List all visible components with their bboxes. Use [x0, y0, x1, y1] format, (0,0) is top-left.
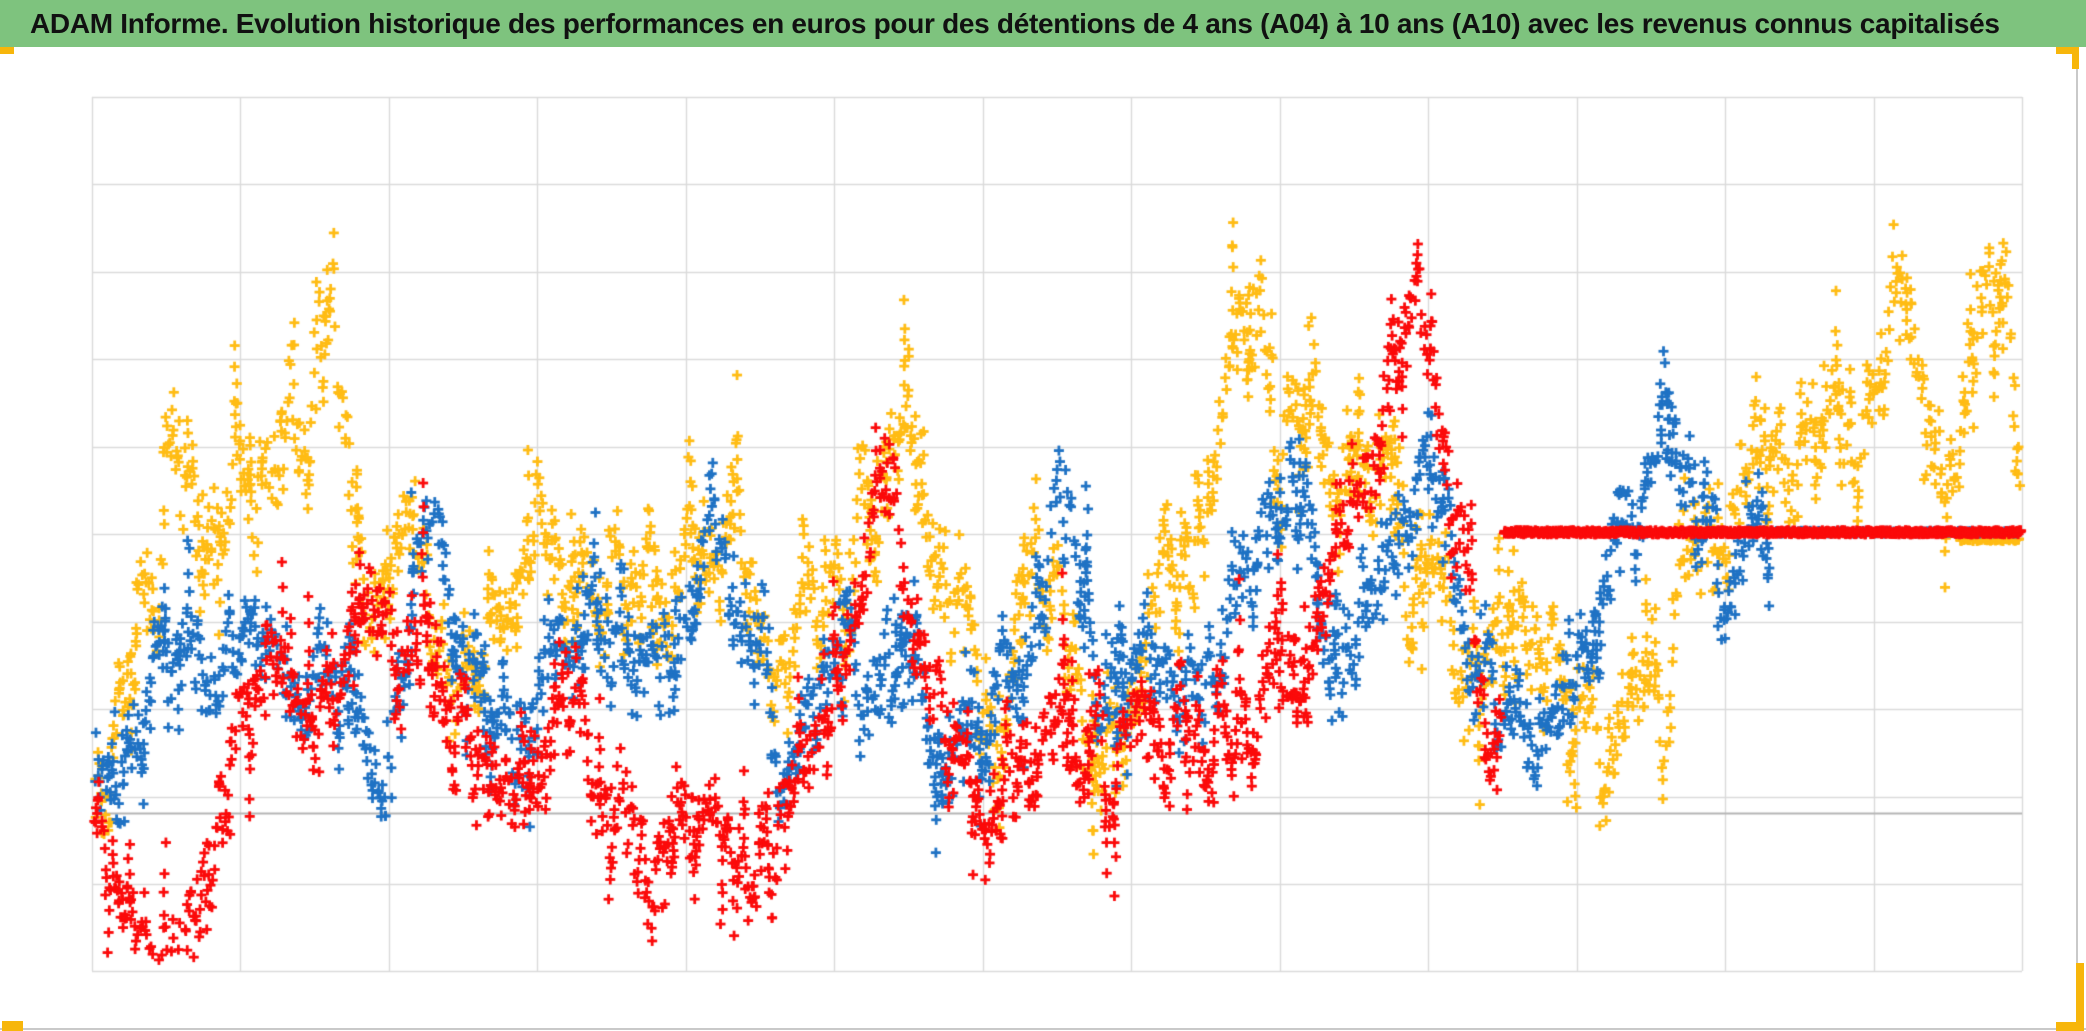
- canvas-bottom-edge-line: [0, 1028, 2086, 1030]
- crop-mark-bottom-left-icon: [2, 1021, 23, 1031]
- crop-mark-top-left-icon: [0, 47, 14, 54]
- crop-mark-bottom-right-icon: [2076, 963, 2084, 1031]
- title-bar: ADAM Informe. Evolution historique des p…: [0, 0, 2086, 47]
- crop-mark-top-right-icon: [2056, 47, 2079, 54]
- canvas-right-edge-line: [2076, 47, 2078, 1031]
- chart-title: ADAM Informe. Evolution historique des p…: [30, 8, 2000, 39]
- crop-mark-bottom-right-icon: [2056, 1022, 2084, 1031]
- crop-mark-top-right-icon: [2072, 47, 2079, 69]
